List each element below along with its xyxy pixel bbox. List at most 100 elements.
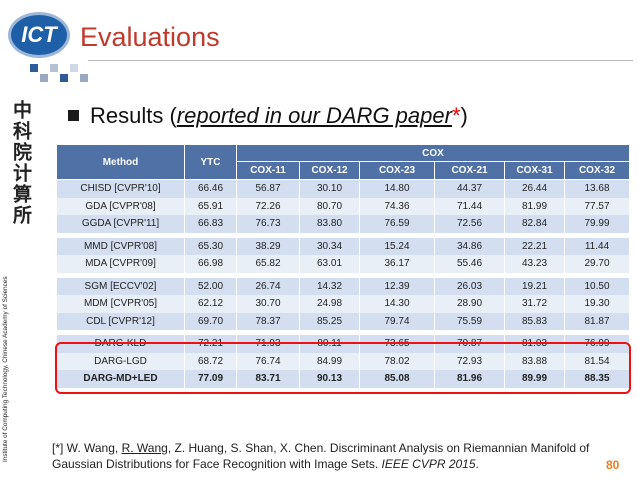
table-cell: GDA [CVPR'08] [57,197,185,215]
table-cell: 74.36 [360,197,435,215]
venue: IEEE CVPR 2015 [381,457,476,471]
table-cell: 75.59 [435,312,505,330]
header-group: COX COX-11 COX-12 COX-23 COX-21 COX-31 COX-32 [237,145,630,180]
subheader: COX-11 COX-12 COX-23 COX-21 COX-31 COX-32 [237,162,630,180]
table-cell: 31.72 [505,295,565,313]
table-cell: 19.30 [565,295,630,313]
highlight-box [55,342,631,394]
header-cell: COX-12 [300,162,360,180]
table-cell: 56.87 [237,180,300,198]
table-cell: CDL [CVPR'12] [57,312,185,330]
table-cell: 28.90 [435,295,505,313]
table-row: CDL [CVPR'12] 69.70 78.37 85.25 79.74 75.59 85… [57,312,630,330]
table-row: MDM [CVPR'05] 62.12 30.70 24.98 14.30 28.90 31… [57,295,630,313]
header-cell: COX [237,145,630,162]
table-cell: 66.46 [185,180,237,198]
header-cell: COX-21 [435,162,505,180]
table-cell: 26.44 [505,180,565,198]
table-cell: 90.13 [300,370,360,388]
table-cell: MDM [CVPR'05] [57,295,185,313]
table-row: DARG-MD+LED 77.09 83.71 90.13 85.08 81.96 89.9… [57,370,630,388]
table-row: DARG-LGD 68.72 76.74 84.99 78.02 72.93 83.88 81… [57,352,630,370]
table-cell: 26.74 [237,277,300,295]
table-cell: 10.50 [565,277,630,295]
table-cell: 11.44 [565,237,630,255]
chinese-name: 中科院计算所 [10,100,32,226]
table-cell: 65.91 [185,197,237,215]
table-row: SGM [ECCV'02] 52.00 26.74 14.32 12.39 26.03 19… [57,277,630,295]
table-cell: 78.02 [360,352,435,370]
table-cell: 62.12 [185,295,237,313]
table-cell: 80.70 [300,197,360,215]
table-cell: 81.87 [565,312,630,330]
table-cell: CHISD [CVPR'10] [57,180,185,198]
header: Method YTC COX COX-11 COX-12 COX-23 COX-21 COX-… [57,145,630,180]
table-cell: 72.56 [435,215,505,233]
table-cell: 89.99 [505,370,565,388]
table-cell: 84.99 [300,352,360,370]
table-row: CHISD [CVPR'10] 66.46 56.87 30.10 14.80 44.37… [57,180,630,198]
table-cell: 85.25 [300,312,360,330]
table-row: MDA [CVPR'09] 66.98 65.82 63.01 36.17 55.46 43… [57,255,630,273]
table-cell: 24.98 [300,295,360,313]
link[interactable]: R. Wang [121,441,168,455]
table-cell: SGM [ECCV'02] [57,277,185,295]
table-cell: 43.23 [505,255,565,273]
table-cell: 30.34 [300,237,360,255]
table-cell: 79.99 [565,215,630,233]
table-cell: 77.57 [565,197,630,215]
table-cell: 66.83 [185,215,237,233]
table-row: GGDA [CVPR'11] 66.83 76.73 83.80 76.59 72.56 8… [57,215,630,233]
table-row: GDA [CVPR'08] 65.91 72.26 80.70 74.36 71.44 81… [57,197,630,215]
deco [40,74,48,82]
table-cell: 71.44 [435,197,505,215]
table-cell: 22.21 [505,237,565,255]
deco [70,64,78,72]
bullet: Results (reported in our DARG paper*) [90,103,468,129]
table-cell: 34.86 [435,237,505,255]
star: * [451,103,461,128]
table-cell: 76.74 [237,352,300,370]
header-cell: COX-11 [237,162,300,180]
header-cell: Method [57,145,185,180]
link[interactable]: reported in our DARG paper [176,103,452,128]
table-cell: DARG-MD+LED [57,370,185,388]
footnote: [*] W. Wang, R. Wang, Z. Huang, S. Shan,… [52,440,622,472]
table-cell: 19.21 [505,277,565,295]
table-cell: 66.98 [185,255,237,273]
deco [60,74,68,82]
institute-name: Institute of Computing Technology, Chine… [2,276,9,462]
table-cell: 81.99 [505,197,565,215]
table-cell: 63.01 [300,255,360,273]
table-cell: 13.68 [565,180,630,198]
deco [80,74,88,82]
deco [50,64,58,72]
table-cell: GGDA [CVPR'11] [57,215,185,233]
page-number: 80 [606,458,620,472]
table-cell: 30.10 [300,180,360,198]
table-cell: 55.46 [435,255,505,273]
table-cell: 85.08 [360,370,435,388]
table-cell: 82.84 [505,215,565,233]
logo: ICT [8,12,70,58]
table-cell: 65.30 [185,237,237,255]
table-cell: 79.74 [360,312,435,330]
text: [*] W. Wang, [52,441,122,455]
text: Results ( [90,103,177,128]
title-rule [88,60,633,61]
table-cell: 85.83 [505,312,565,330]
table-cell: 76.73 [237,215,300,233]
table-cell: 77.09 [185,370,237,388]
table-cell: 72.93 [435,352,505,370]
slide-title: Evaluations [80,22,220,52]
table-cell: 30.70 [237,295,300,313]
header-cell: COX-23 [360,162,435,180]
table-cell: 81.96 [435,370,505,388]
text: . [475,457,479,471]
table-cell: 78.37 [237,312,300,330]
table-cell: 44.37 [435,180,505,198]
table-cell: 65.82 [237,255,300,273]
table-cell: 83.71 [237,370,300,388]
table-cell: 83.88 [505,352,565,370]
